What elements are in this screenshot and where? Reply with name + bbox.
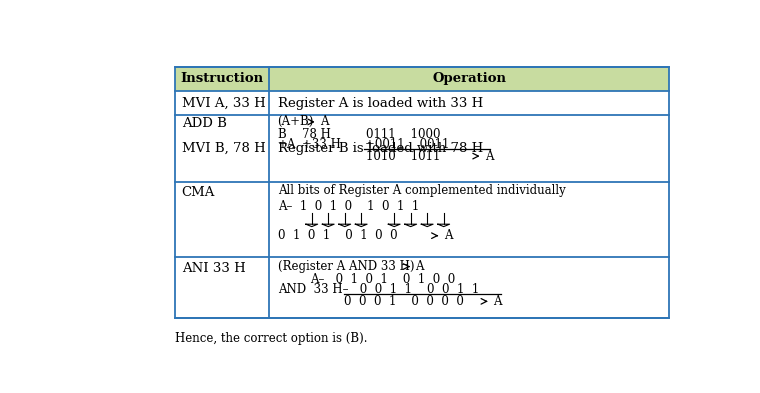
Text: 0  0  0  1    0  0  0  0: 0 0 0 1 0 0 0 0 bbox=[344, 295, 464, 308]
Bar bbox=[175, 182, 670, 257]
Bar bbox=[175, 67, 670, 318]
Text: Instruction: Instruction bbox=[180, 72, 263, 85]
Text: ADD B: ADD B bbox=[182, 117, 226, 130]
Text: All bits of Register A complemented individually: All bits of Register A complemented indi… bbox=[277, 184, 565, 197]
Text: A–  1  0  1  0    1  0  1  1: A– 1 0 1 0 1 0 1 1 bbox=[277, 200, 419, 213]
Text: B: B bbox=[277, 129, 287, 141]
Text: MVI B, 78 H: MVI B, 78 H bbox=[182, 142, 265, 155]
Text: 0111    1000: 0111 1000 bbox=[366, 129, 441, 141]
Text: A: A bbox=[444, 229, 452, 242]
Text: +33 H: +33 H bbox=[302, 138, 341, 151]
Text: AND  33 H–   0  0  1  1    0  0  1  1: AND 33 H– 0 0 1 1 0 0 1 1 bbox=[277, 283, 479, 296]
Text: 78 H: 78 H bbox=[302, 129, 331, 141]
Text: Hence, the correct option is (B).: Hence, the correct option is (B). bbox=[175, 332, 367, 345]
Text: (Register A AND 33 H): (Register A AND 33 H) bbox=[277, 260, 414, 273]
Text: 0  1  0  1    0  1  0  0: 0 1 0 1 0 1 0 0 bbox=[277, 229, 397, 242]
Text: A–   0  1  0  1    0  1  0  0: A– 0 1 0 1 0 1 0 0 bbox=[310, 273, 455, 286]
Text: ANI 33 H: ANI 33 H bbox=[182, 262, 245, 275]
Text: CMA: CMA bbox=[182, 186, 215, 199]
Text: +A: +A bbox=[277, 138, 296, 151]
Bar bbox=[175, 115, 670, 182]
Bar bbox=[175, 91, 670, 115]
Text: A: A bbox=[320, 116, 328, 129]
Bar bbox=[175, 257, 670, 318]
Text: Operation: Operation bbox=[432, 72, 506, 85]
Bar bbox=[175, 67, 670, 91]
Text: A: A bbox=[485, 150, 493, 163]
Text: A: A bbox=[416, 260, 424, 273]
Text: Register B is loaded with 78 H: Register B is loaded with 78 H bbox=[277, 142, 483, 155]
Text: Register A is loaded with 33 H: Register A is loaded with 33 H bbox=[277, 97, 483, 110]
Text: 1010    1011: 1010 1011 bbox=[366, 150, 440, 163]
Text: A: A bbox=[493, 295, 502, 308]
Text: +0011    0011: +0011 0011 bbox=[365, 138, 449, 151]
Text: MVI A, 33 H: MVI A, 33 H bbox=[182, 97, 265, 110]
Text: (A+B): (A+B) bbox=[277, 116, 314, 129]
